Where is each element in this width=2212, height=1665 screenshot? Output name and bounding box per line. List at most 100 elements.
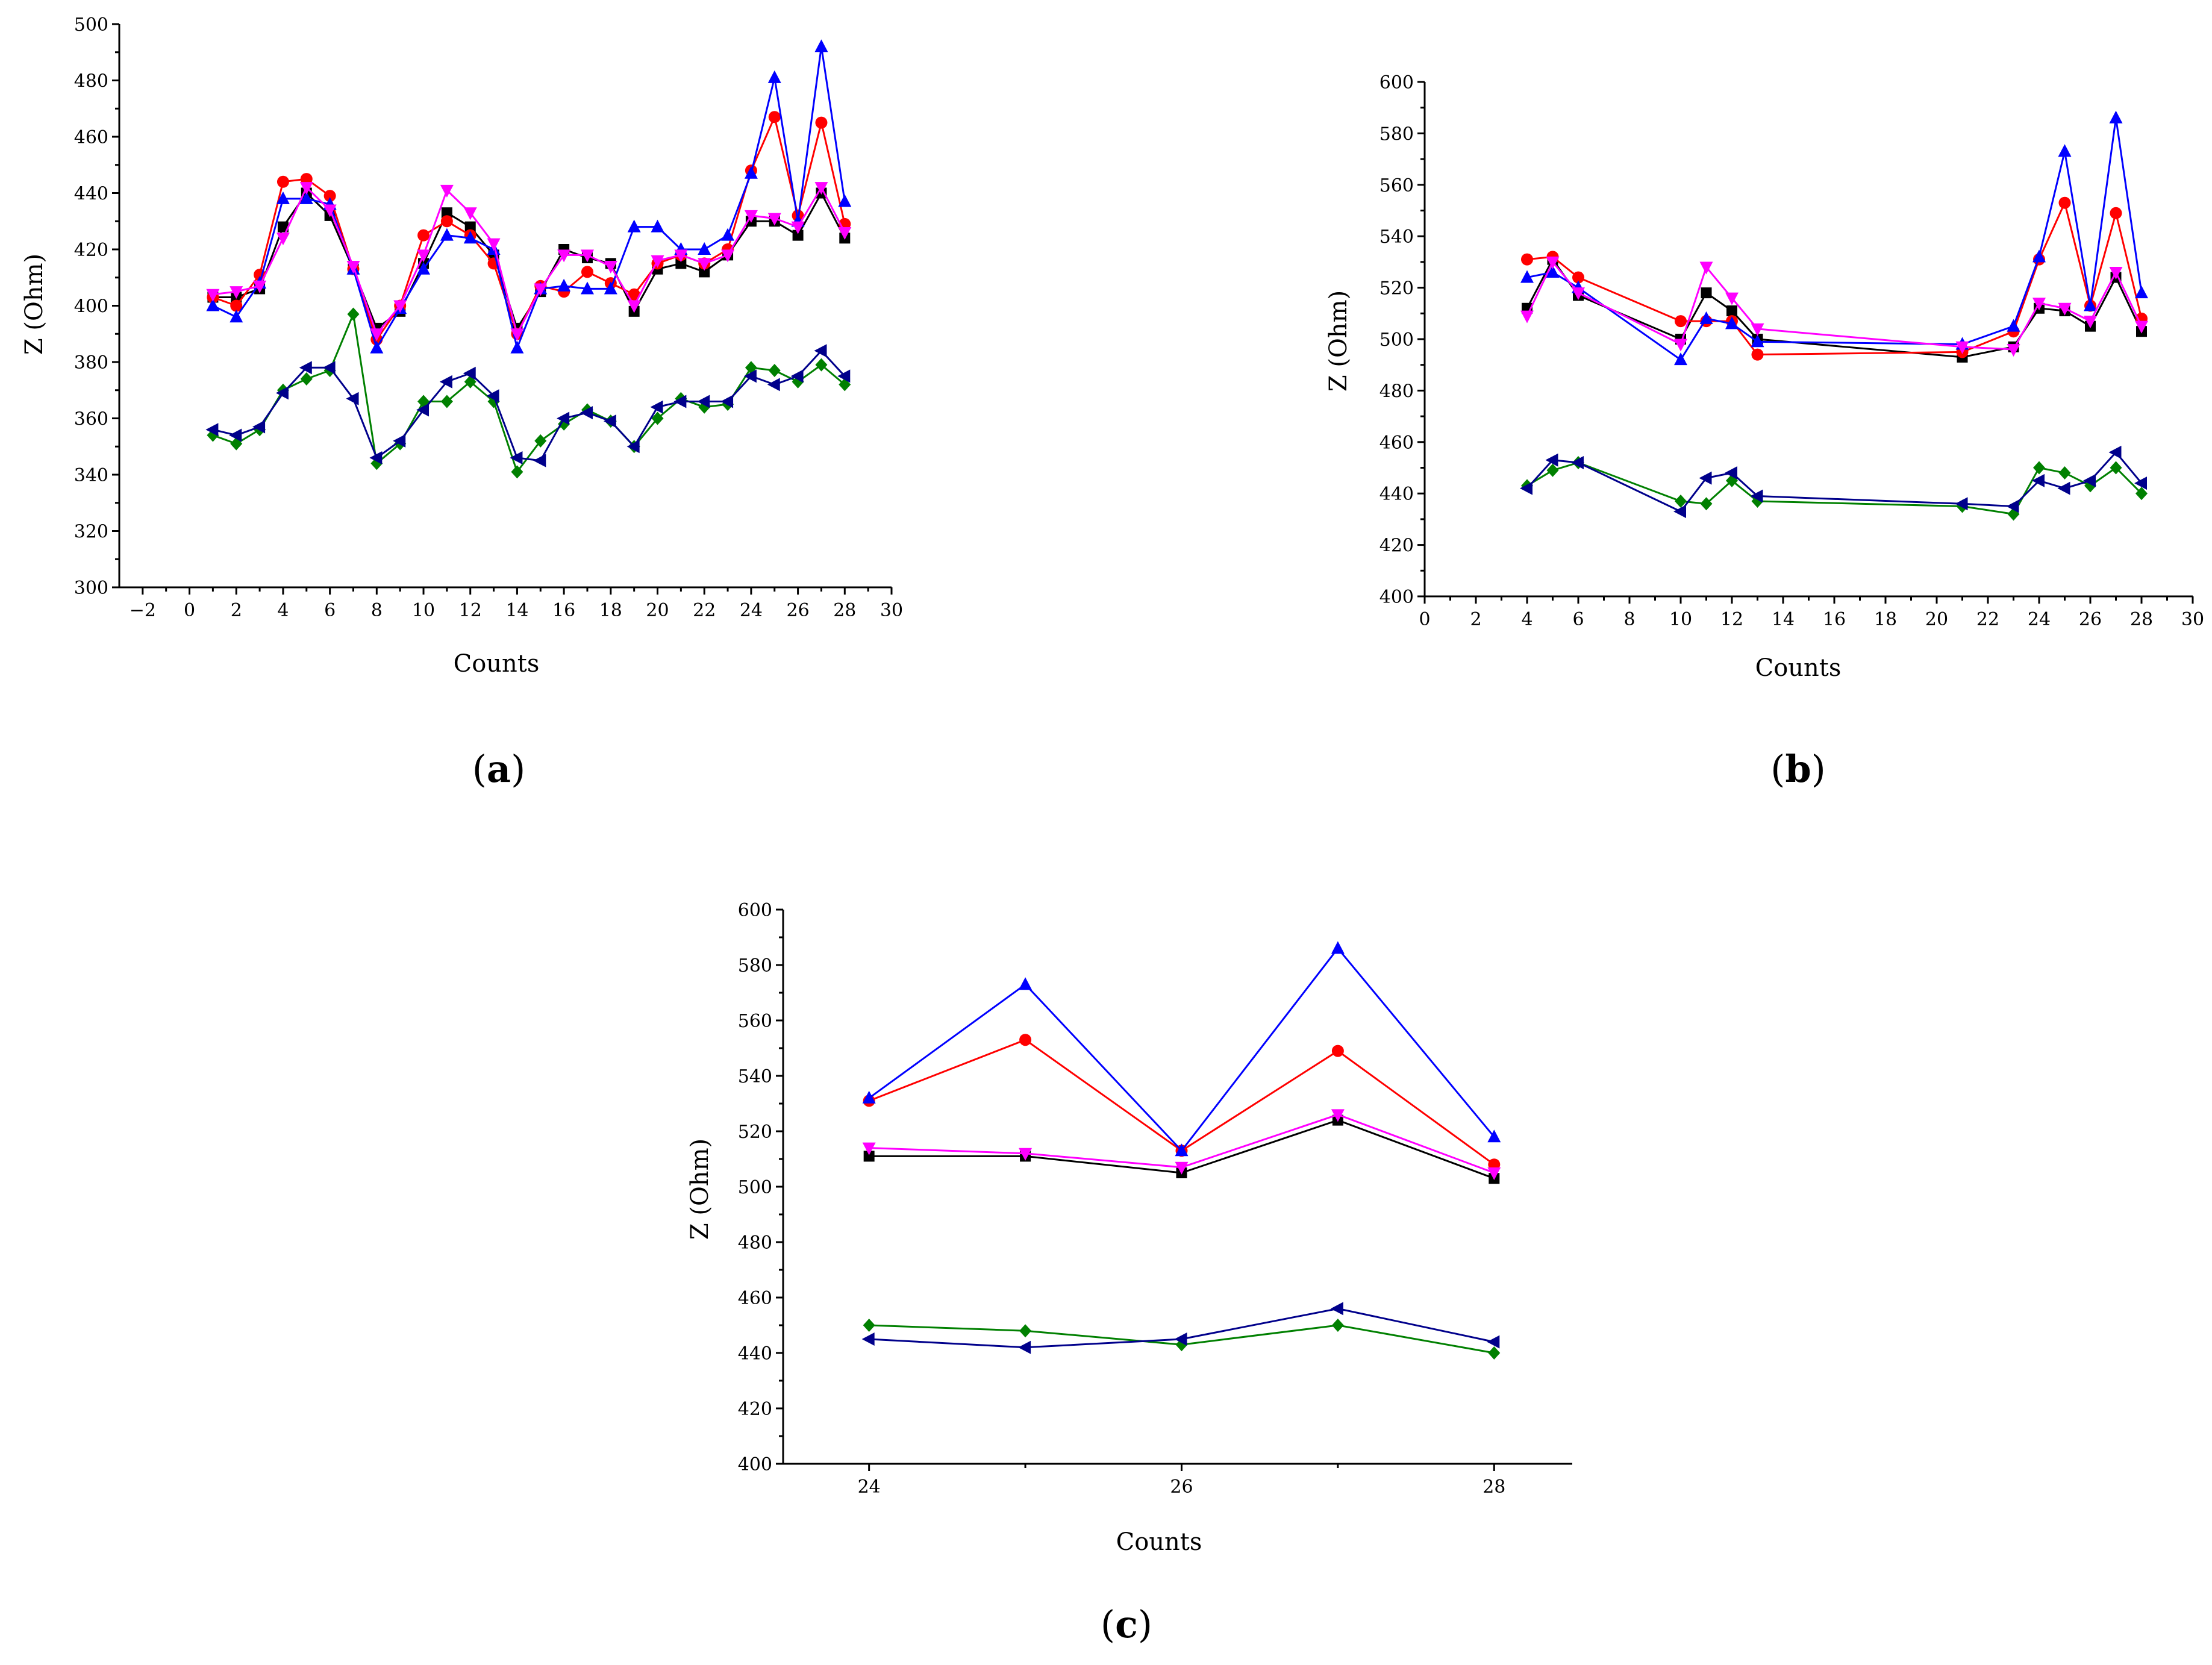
data-point-blue-a bbox=[206, 298, 220, 311]
data-point-green-a bbox=[768, 364, 781, 378]
x-tick-label-b: 6 bbox=[1572, 609, 1584, 630]
data-point-navy-a bbox=[814, 344, 827, 358]
y-tick-label-b: 440 bbox=[1379, 484, 1414, 505]
x-axis-b: 0 2 4 6 8 10 12 14 16 18 20 22 24 26 28 30 bbox=[1419, 595, 2204, 630]
data-point-green-b bbox=[2033, 461, 2045, 475]
data-point-blue-b bbox=[2032, 249, 2046, 263]
series-magenta-c bbox=[862, 1109, 1501, 1180]
data-point-blue-c bbox=[862, 1090, 876, 1104]
x-tick-label-a: 20 bbox=[646, 600, 669, 621]
y-tick-label-a: 460 bbox=[74, 127, 108, 148]
data-point-navy-a bbox=[533, 454, 546, 467]
data-point-navy-b bbox=[2083, 473, 2096, 487]
data-point-navy-c bbox=[861, 1332, 875, 1346]
series-navy-a bbox=[205, 344, 851, 467]
x-axis-label-c: Counts bbox=[1116, 1528, 1202, 1556]
data-point-green-b bbox=[2110, 461, 2122, 475]
data-point-magenta-b bbox=[1520, 310, 1534, 323]
x-axis-label-b: Counts bbox=[1755, 654, 1842, 682]
data-point-magenta-b bbox=[1725, 292, 1739, 305]
data-point-green-b bbox=[1546, 463, 1559, 477]
x-axis-c: 24 26 28 bbox=[783, 1463, 1572, 1498]
data-point-navy-a bbox=[205, 423, 219, 437]
y-tick-label-a: 360 bbox=[74, 409, 108, 430]
data-point-blue-a bbox=[838, 194, 852, 207]
y-tick-label-c: 440 bbox=[738, 1343, 772, 1364]
y-tick-label-b: 540 bbox=[1379, 226, 1414, 248]
y-tick-label-a: 300 bbox=[74, 578, 108, 599]
data-point-blue-c bbox=[1175, 1143, 1189, 1157]
data-point-magenta-a bbox=[627, 300, 641, 313]
data-point-navy-b bbox=[1520, 481, 1532, 495]
y-tick-label-c: 500 bbox=[738, 1177, 772, 1198]
data-point-navy-a bbox=[673, 395, 687, 408]
data-point-blue-b bbox=[1699, 311, 1713, 324]
data-point-green-a bbox=[651, 411, 664, 425]
y-tick-label-b: 400 bbox=[1379, 587, 1414, 608]
series-group-c bbox=[861, 941, 1501, 1360]
series-magenta-b bbox=[1520, 256, 2148, 357]
series-line-green-b bbox=[1526, 461, 2143, 516]
series-line-blue-b bbox=[1526, 117, 2143, 361]
data-point-red-b bbox=[2110, 207, 2122, 219]
x-tick-label-a: 10 bbox=[412, 600, 435, 621]
data-point-magenta-a bbox=[557, 249, 571, 263]
data-point-magenta-c bbox=[862, 1142, 876, 1155]
y-tick-label-b: 600 bbox=[1379, 72, 1414, 93]
data-point-magenta-b bbox=[1699, 261, 1713, 275]
data-point-green-b bbox=[1675, 495, 1687, 508]
data-point-navy-a bbox=[720, 395, 734, 408]
data-point-magenta-b bbox=[2109, 266, 2123, 280]
data-point-navy-b bbox=[1955, 497, 1968, 511]
data-point-navy-a bbox=[416, 403, 430, 417]
series-navy-b bbox=[1520, 445, 2147, 519]
data-point-black-b bbox=[1701, 287, 1712, 299]
data-point-red-a bbox=[815, 116, 828, 129]
data-point-green-c bbox=[1331, 1319, 1344, 1332]
data-point-navy-a bbox=[837, 369, 851, 383]
data-point-magenta-a bbox=[721, 249, 735, 263]
data-point-blue-b bbox=[1725, 316, 1739, 330]
x-tick-label-b: 10 bbox=[1669, 609, 1692, 630]
x-tick-label-a: 2 bbox=[231, 600, 242, 621]
data-point-blue-a bbox=[230, 310, 243, 323]
data-point-navy-b bbox=[1545, 453, 1558, 467]
x-tick-label-b: 30 bbox=[2181, 609, 2204, 630]
y-tick-label-a: 420 bbox=[74, 240, 108, 261]
data-point-navy-a bbox=[510, 451, 523, 464]
x-tick-label-a: 8 bbox=[371, 600, 383, 621]
series-group-a bbox=[205, 39, 852, 479]
series-navy-c bbox=[861, 1302, 1500, 1354]
panel-label-b-close: ) bbox=[1811, 747, 1826, 791]
panel-label-a: (a) bbox=[472, 747, 526, 791]
y-tick-label-a: 340 bbox=[74, 465, 108, 486]
y-tick-label-b: 420 bbox=[1379, 536, 1414, 557]
series-line-blue-c bbox=[868, 947, 1495, 1152]
series-green-a bbox=[207, 307, 851, 479]
data-point-navy-a bbox=[275, 386, 289, 400]
x-tick-label-b: 16 bbox=[1823, 609, 1846, 630]
data-point-blue-a bbox=[721, 228, 735, 241]
data-point-blue-a bbox=[510, 340, 524, 354]
x-axis-label-a: Counts bbox=[454, 650, 540, 678]
y-tick-label-b: 500 bbox=[1379, 330, 1414, 351]
x-tick-label-b: 24 bbox=[2028, 609, 2051, 630]
data-point-magenta-a bbox=[534, 283, 548, 296]
data-point-navy-c bbox=[1330, 1302, 1343, 1316]
data-point-blue-a bbox=[767, 70, 781, 83]
data-point-black-a bbox=[441, 207, 452, 219]
data-point-blue-a bbox=[417, 261, 431, 275]
data-point-magenta-b bbox=[1955, 341, 1969, 354]
y-axis-a: 300 320 340 360 380 400 420 440 460 480 500 bbox=[74, 14, 120, 599]
data-point-red-b bbox=[1521, 253, 1533, 266]
data-point-magenta-a bbox=[580, 249, 594, 263]
data-point-navy-b bbox=[1571, 455, 1584, 469]
data-point-blue-b bbox=[2007, 319, 2020, 332]
data-point-blue-a bbox=[627, 219, 641, 233]
x-tick-label-a: −2 bbox=[130, 600, 156, 621]
data-point-red-a bbox=[581, 266, 593, 278]
x-tick-label-a: 12 bbox=[459, 600, 482, 621]
y-tick-label-c: 480 bbox=[738, 1232, 772, 1254]
data-point-blue-b bbox=[2135, 286, 2148, 299]
